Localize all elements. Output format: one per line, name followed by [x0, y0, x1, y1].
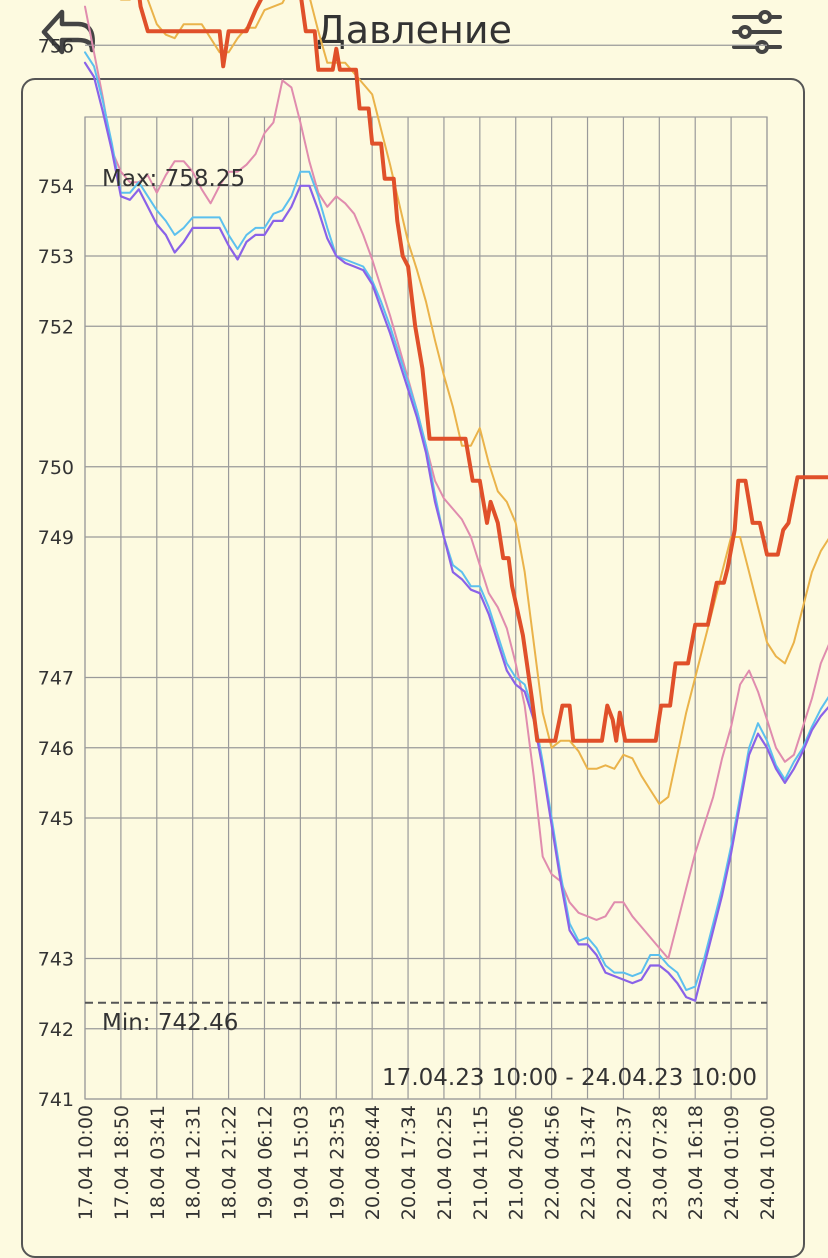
min-label: Min: 742.46 — [102, 1010, 238, 1036]
series-line-3 — [119, 0, 828, 805]
x-tick-label: 17.04 18:50 — [111, 1105, 133, 1220]
max-label: Max: 758.25 — [102, 166, 245, 192]
x-tick-label: 20.04 17:34 — [398, 1105, 420, 1220]
back-button[interactable] — [36, 6, 102, 60]
y-tick-label: 749 — [38, 527, 74, 549]
plot-frame — [84, 116, 768, 1100]
settings-button[interactable] — [730, 10, 786, 56]
y-tick-label: 741 — [38, 1089, 74, 1111]
back-arrow-icon — [41, 9, 95, 55]
x-tick-label: 18.04 03:41 — [147, 1105, 169, 1220]
x-tick-label: 24.04 01:09 — [721, 1105, 743, 1220]
y-tick-label: 746 — [38, 738, 74, 760]
x-tick-label: 24.04 10:00 — [757, 1105, 779, 1220]
x-tick-label: 22.04 13:47 — [578, 1105, 600, 1220]
sliders-settings-icon — [732, 10, 782, 54]
series-line-0 — [84, 5, 828, 960]
x-tick-label: 19.04 23:53 — [326, 1105, 348, 1220]
y-tick-label: 753 — [38, 246, 74, 268]
x-tick-label: 20.04 08:44 — [362, 1105, 384, 1220]
x-tick-label: 18.04 21:22 — [219, 1105, 241, 1220]
x-tick-label: 23.04 07:28 — [649, 1105, 671, 1220]
x-tick-label: 21.04 02:25 — [434, 1105, 456, 1220]
x-tick-label: 22.04 22:37 — [613, 1105, 635, 1220]
x-tick-label: 19.04 06:12 — [254, 1105, 276, 1220]
x-tick-label: 23.04 16:18 — [685, 1105, 707, 1220]
y-tick-label: 750 — [38, 457, 74, 479]
y-tick-label: 743 — [38, 949, 74, 971]
y-tick-label: 752 — [38, 316, 74, 338]
y-tick-label: 754 — [38, 176, 74, 198]
x-tick-label: 17.04 10:00 — [75, 1105, 97, 1220]
series-line-4 — [137, 0, 828, 743]
x-tick-label: 21.04 20:06 — [506, 1105, 528, 1220]
series-line-1 — [84, 51, 828, 992]
x-tick-label: 18.04 12:31 — [183, 1105, 205, 1220]
x-tick-label: 22.04 04:56 — [542, 1105, 564, 1220]
y-tick-label: 745 — [38, 808, 74, 830]
series-line-2 — [83, 61, 828, 1002]
y-tick-label: 747 — [38, 668, 74, 690]
y-tick-label: 742 — [38, 1019, 74, 1041]
y-tick-label: 756 — [38, 35, 74, 57]
x-tick-label: 19.04 15:03 — [290, 1105, 312, 1220]
x-tick-label: 21.04 11:15 — [470, 1105, 492, 1220]
date-range-label: 17.04.23 10:00 - 24.04.23 10:00 — [382, 1065, 757, 1091]
